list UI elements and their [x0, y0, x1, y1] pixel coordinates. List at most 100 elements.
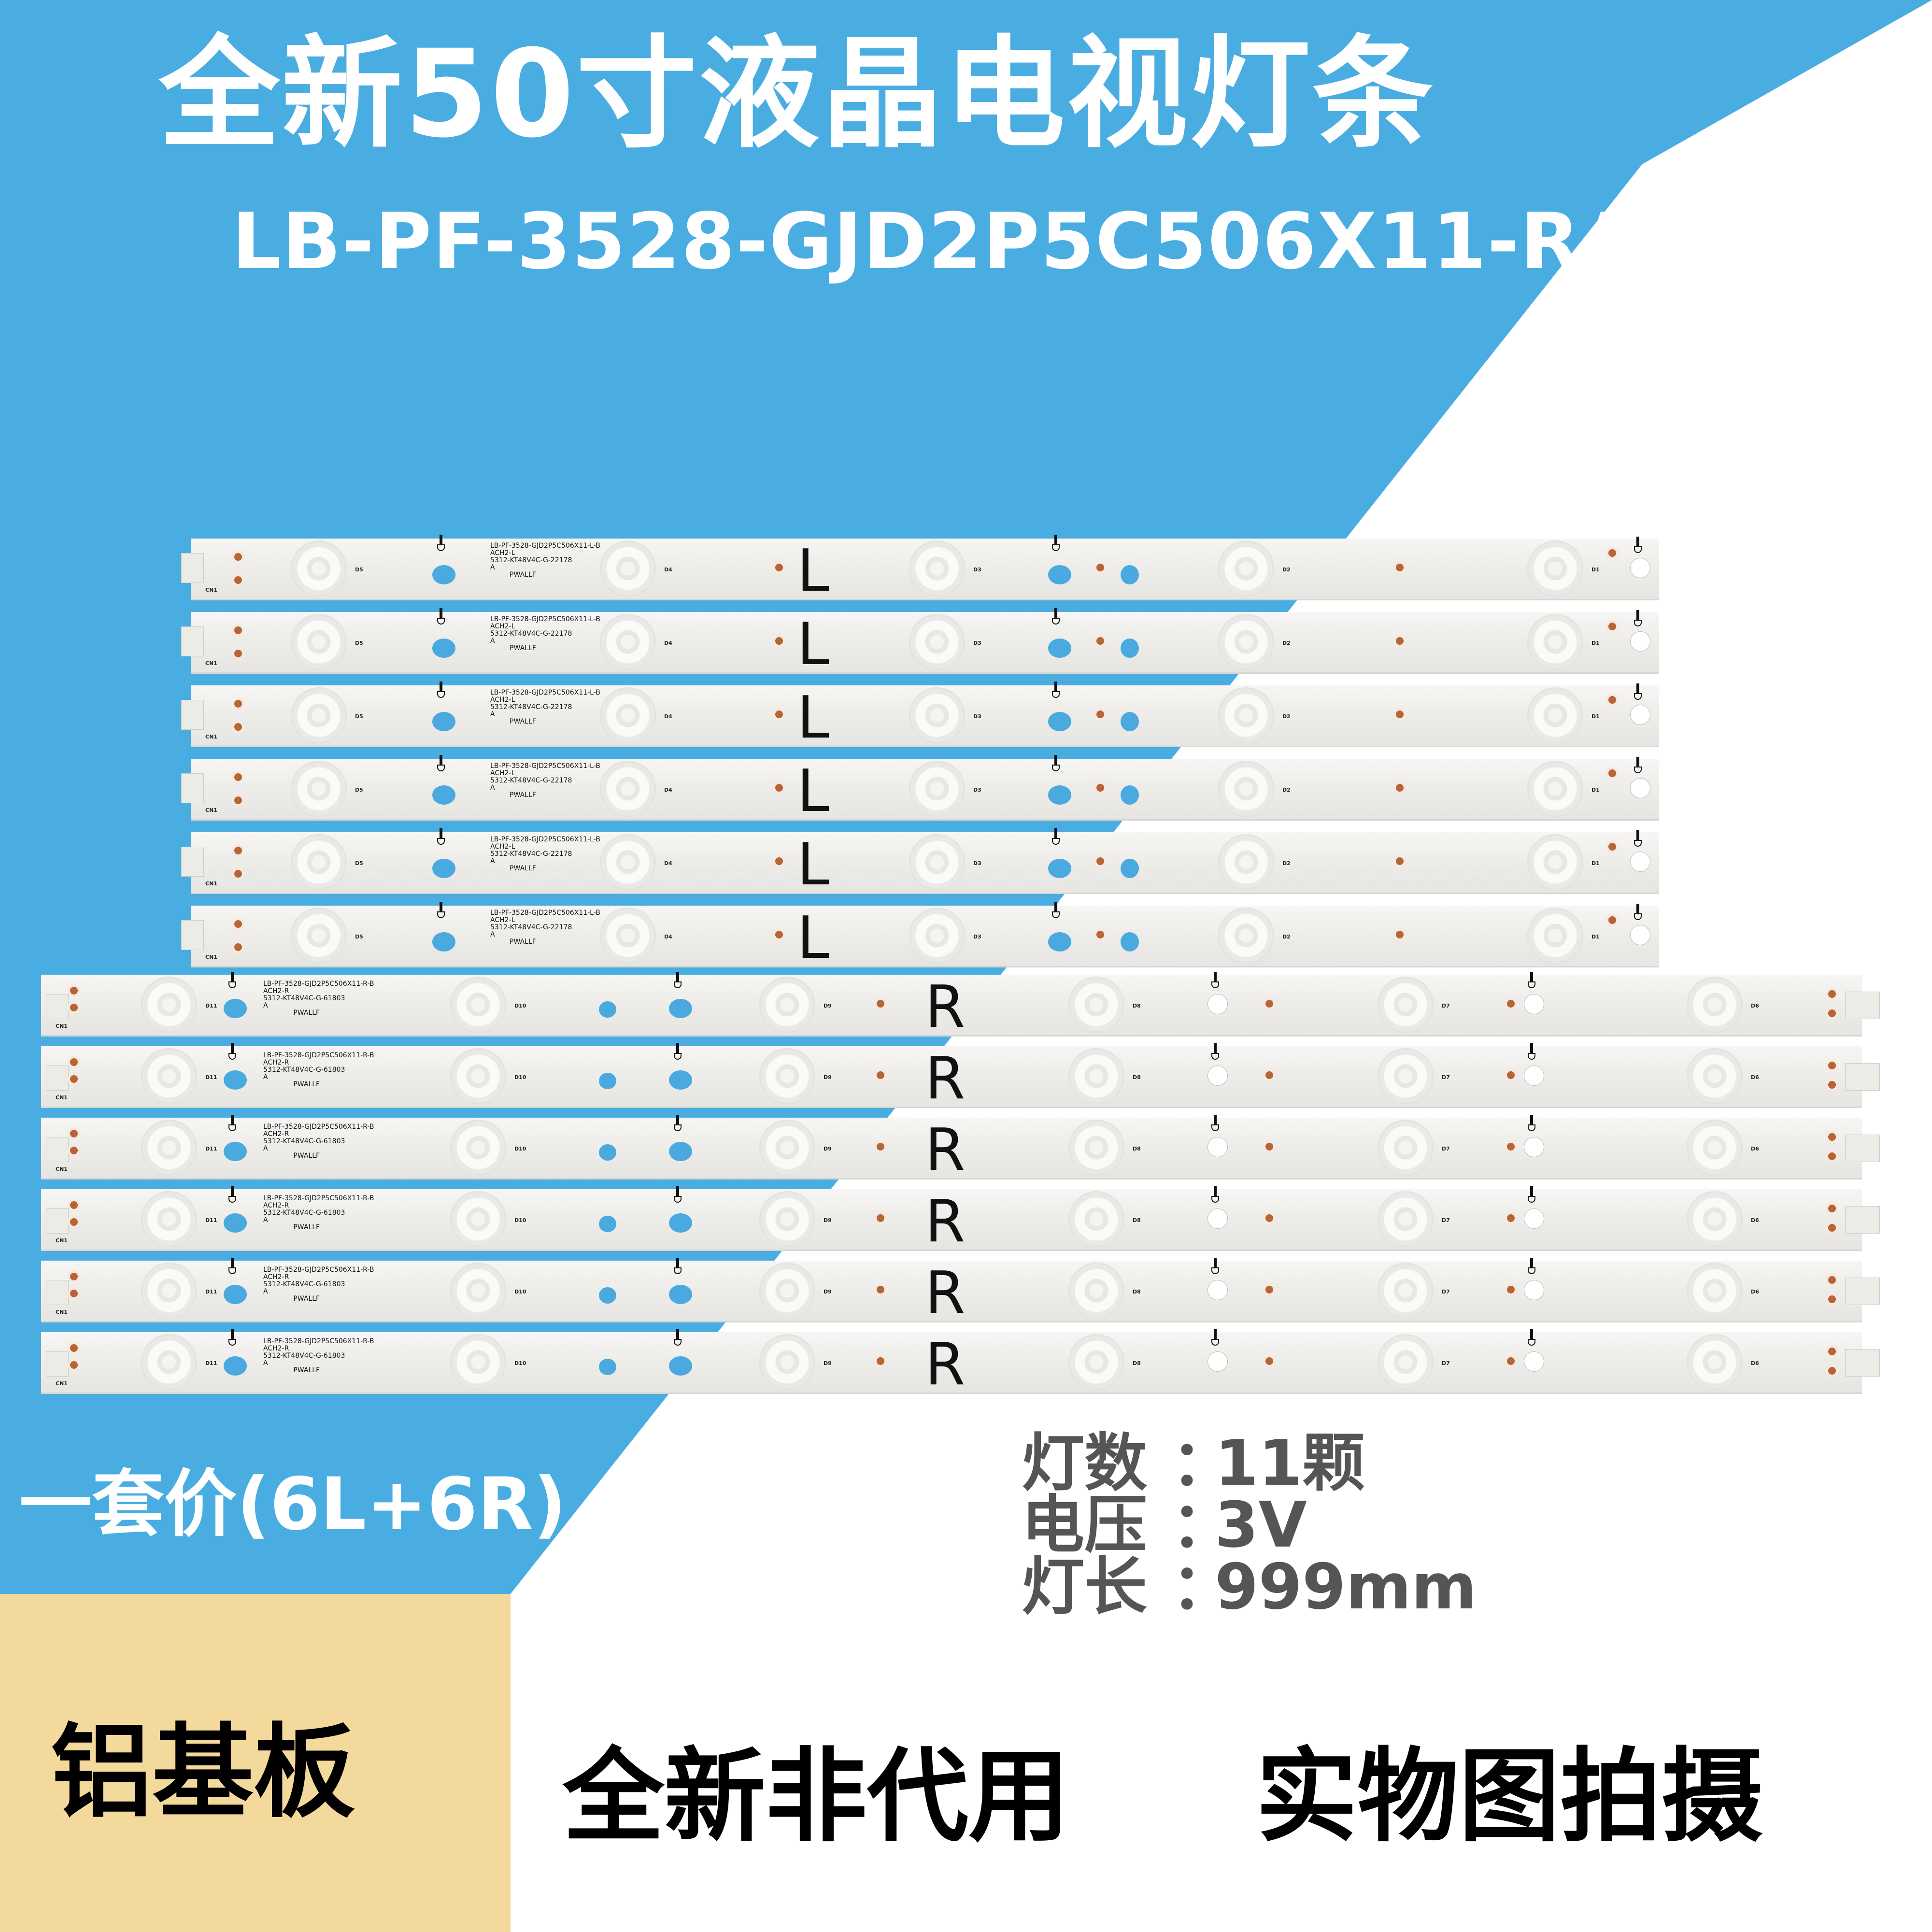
- led-lens: [450, 1263, 506, 1319]
- led-lens: [1218, 761, 1274, 817]
- led-lens: [1218, 908, 1274, 964]
- solder-pad: [70, 1361, 78, 1369]
- solder-pad: [70, 1290, 78, 1297]
- mounting-hole: [1121, 785, 1139, 805]
- led-lens: [450, 1120, 506, 1176]
- screw-icon: [674, 1043, 682, 1060]
- strip-side-letter: L: [797, 611, 829, 678]
- led-lens: [450, 1334, 506, 1390]
- solder-pad: [234, 576, 242, 584]
- connector-plug: [181, 553, 204, 583]
- solder-pad: [1828, 1081, 1836, 1089]
- connector-plug: [1845, 1206, 1880, 1234]
- connector-label: CN1: [205, 807, 217, 813]
- led-designator: D8: [1133, 1217, 1141, 1223]
- led-designator: D4: [664, 787, 672, 793]
- led-lens: [291, 540, 347, 597]
- mounting-hole: [1121, 639, 1139, 658]
- connector-plug: [181, 847, 204, 877]
- solder-pad: [1265, 1143, 1273, 1151]
- mounting-hole: [669, 1142, 692, 1161]
- silkscreen-text: LB-PF-3528-GJD2P5C506X11-R-B ACH2-R 5312…: [263, 1123, 374, 1160]
- set-price-label: 一套价(6L+6R): [19, 1463, 567, 1547]
- spec-list: 灯数 ： 11颗 电压 ： 3V 灯长 ： 999mm: [1022, 1432, 1477, 1618]
- solder-pad: [1096, 564, 1104, 571]
- strip-side-letter: L: [797, 684, 829, 752]
- led-lens: [1378, 1334, 1434, 1390]
- mounting-hole: [599, 1216, 616, 1232]
- solder-pad: [775, 710, 783, 718]
- silkscreen-text: LB-PF-3528-GJD2P5C506X11-R-B ACH2-R 5312…: [263, 1266, 374, 1303]
- solder-pad: [1828, 1062, 1836, 1069]
- solder-pad: [234, 870, 242, 878]
- led-designator: D5: [355, 713, 363, 720]
- connector-plug: [181, 920, 204, 950]
- solder-pad: [775, 857, 783, 865]
- material-badge: 铝基板: [51, 1713, 355, 1832]
- led-lens: [291, 761, 347, 817]
- led-lens: [600, 687, 656, 743]
- screw-icon: [1528, 1043, 1535, 1060]
- connector-plug: [46, 1280, 69, 1305]
- mounting-hole: [1524, 1208, 1544, 1229]
- spec-value: 11颗: [1215, 1426, 1365, 1500]
- spec-row-voltage: 电压 ： 3V: [1022, 1488, 1477, 1562]
- solder-pad: [1096, 857, 1104, 865]
- led-designator: D8: [1133, 1074, 1141, 1080]
- led-lens: [1068, 1048, 1124, 1104]
- mounting-hole: [1121, 859, 1139, 878]
- connector-plug: [46, 1137, 69, 1162]
- led-lens: [141, 1048, 197, 1104]
- led-lens: [141, 1120, 197, 1176]
- led-designator: D10: [514, 1146, 526, 1152]
- led-lens: [1527, 834, 1583, 890]
- connector-plug: [181, 626, 204, 656]
- led-lens: [1068, 977, 1124, 1033]
- led-lens: [291, 908, 347, 964]
- led-lens: [759, 977, 815, 1033]
- solder-pad: [1828, 1009, 1836, 1017]
- silkscreen-text: LB-PF-3528-GJD2P5C506X11-L-B ACH2-L 5312…: [490, 762, 600, 799]
- mounting-hole: [224, 999, 247, 1018]
- spec-label: 电压: [1022, 1488, 1148, 1562]
- led-lens: [909, 908, 965, 964]
- led-lens: [600, 908, 656, 964]
- mounting-hole: [1048, 785, 1071, 805]
- led-designator: D3: [973, 567, 981, 573]
- led-lens: [1068, 1120, 1124, 1176]
- connector-plug: [46, 1208, 69, 1234]
- solder-pad: [234, 796, 242, 804]
- screw-icon: [437, 608, 445, 625]
- silkscreen-text: LB-PF-3528-GJD2P5C506X11-R-B ACH2-R 5312…: [263, 980, 374, 1017]
- solder-pad: [1828, 1133, 1836, 1141]
- connector-label: CN1: [56, 1309, 68, 1315]
- connector-label: CN1: [205, 954, 217, 960]
- silkscreen-text: LB-PF-3528-GJD2P5C506X11-L-B ACH2-L 5312…: [490, 689, 600, 725]
- led-designator: D7: [1442, 1289, 1450, 1295]
- led-lens: [909, 614, 965, 670]
- led-designator: D2: [1282, 934, 1291, 940]
- screw-icon: [1528, 1186, 1535, 1203]
- mounting-hole: [669, 1285, 692, 1304]
- screw-icon: [1634, 537, 1642, 553]
- screw-icon: [1634, 683, 1642, 700]
- led-designator: D6: [1751, 1289, 1759, 1295]
- led-strip-left: CN1 D5 D4 D3 D2 D1 LB-PF-3528-GJD2P5C506X11-L-…: [181, 608, 1659, 678]
- led-designator: D5: [355, 860, 363, 867]
- led-lens: [600, 540, 656, 597]
- led-lens: [1218, 834, 1274, 890]
- led-lens: [1527, 687, 1583, 743]
- connector-plug: [1845, 1063, 1880, 1091]
- mounting-hole: [599, 1287, 616, 1304]
- led-designator: D5: [355, 934, 363, 940]
- screw-icon: [437, 535, 445, 551]
- screw-icon: [1528, 1258, 1535, 1274]
- solder-pad: [70, 1201, 78, 1209]
- connector-label: CN1: [56, 1094, 68, 1101]
- led-designator: D9: [824, 1074, 832, 1080]
- solder-pad: [234, 773, 242, 781]
- connector-label: CN1: [205, 587, 217, 593]
- mounting-hole: [1048, 565, 1071, 584]
- led-designator: D8: [1133, 1003, 1141, 1009]
- led-strip-left: CN1 D5 D4 D3 D2 D1 LB-PF-3528-GJD2P5C506X11-L-…: [181, 755, 1659, 821]
